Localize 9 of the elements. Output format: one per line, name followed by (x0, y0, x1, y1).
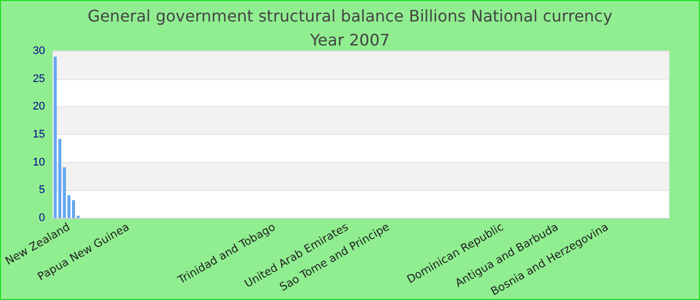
chart-title: General government structural balance Billions National currency (88, 6, 612, 26)
y-tick-label: 30 (32, 45, 45, 57)
y-tick-label: 10 (32, 156, 45, 168)
y-tick-label: 0 (38, 212, 45, 224)
y-tick-label: 15 (32, 128, 45, 140)
y-tick-label: 5 (38, 184, 45, 196)
y-tick-label: 20 (32, 100, 45, 113)
y-tick-label: 25 (32, 72, 45, 85)
chart-subtitle: Year 2007 (309, 30, 390, 50)
